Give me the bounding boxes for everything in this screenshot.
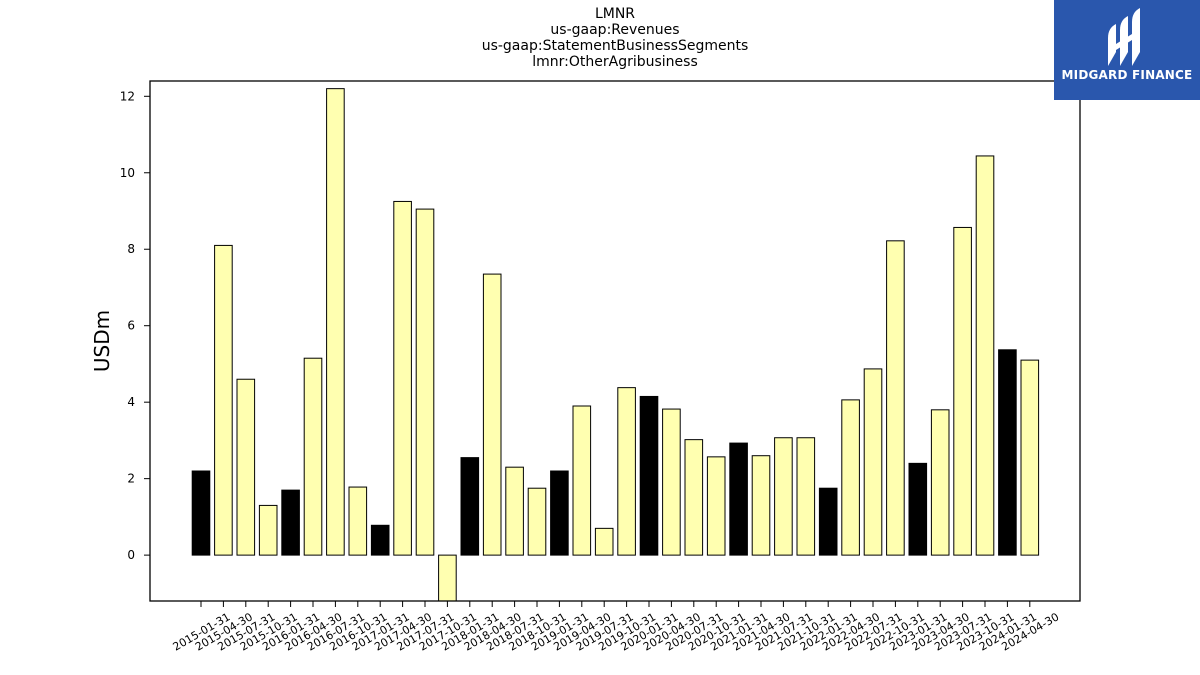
y-tick-label-6: 6 [127, 319, 135, 333]
midgard-logo-icon [1108, 8, 1140, 66]
bar-2021-01-31 [729, 442, 748, 556]
midgard-finance-logo: MIDGARD FINANCE [1054, 0, 1200, 100]
bar-2022-01-31 [818, 487, 838, 556]
chart-title: LMNR us-gaap:Revenues us-gaap:StatementB… [0, 6, 1200, 70]
bar-2015-10-31 [258, 504, 278, 556]
bar-2019-04-30 [572, 405, 592, 556]
bar-2019-10-31 [617, 387, 636, 556]
title-line-axis: us-gaap:StatementBusinessSegments [481, 38, 749, 54]
bar-2019-01-31 [550, 470, 569, 556]
bar-2017-01-31 [370, 524, 390, 556]
bar-2020-01-31 [639, 395, 659, 556]
bar-2015-04-30 [214, 244, 233, 556]
bar-2017-04-30 [393, 200, 412, 556]
bar-2016-10-31 [348, 486, 368, 556]
bar-2018-10-31 [527, 487, 547, 556]
plot-area: 024681012USDm2015-01-312015-04-302015-07… [90, 80, 1081, 654]
bar-2023-07-31 [953, 226, 972, 556]
y-tick-label-4: 4 [127, 395, 135, 409]
title-line-concept: us-gaap:Revenues [550, 22, 680, 38]
title-line-ticker: LMNR [594, 6, 636, 22]
bar-2019-07-31 [594, 527, 614, 556]
bar-2023-10-31 [975, 155, 995, 556]
bar-2020-07-31 [684, 439, 704, 556]
y-tick-label-2: 2 [127, 472, 135, 486]
bar-2022-04-30 [841, 399, 860, 556]
y-tick-label-8: 8 [127, 242, 135, 256]
bar-2023-01-31 [908, 462, 928, 556]
bar-2020-10-31 [706, 456, 726, 556]
y-tick-label-0: 0 [127, 548, 135, 562]
bar-2024-01-31 [998, 349, 1017, 556]
bar-2021-04-30 [751, 455, 771, 556]
title-line-member: lmnr:OtherAgribusiness [532, 54, 698, 70]
bar-2024-04-30 [1020, 359, 1040, 556]
y-tick-label-12: 12 [120, 89, 135, 103]
bar-2015-07-31 [236, 378, 256, 556]
bar-2020-04-30 [662, 408, 681, 556]
bar-2023-04-30 [930, 409, 950, 556]
bar-2016-07-31 [326, 88, 345, 556]
bar-2017-07-31 [415, 208, 435, 556]
bar-2017-10-31 [438, 554, 457, 602]
bar-2022-10-31 [886, 240, 905, 556]
bar-2018-07-31 [505, 466, 524, 556]
bar-2018-04-30 [482, 273, 502, 556]
plot-frame [149, 80, 1081, 602]
bar-2016-01-31 [281, 489, 300, 556]
logo-text: MIDGARD FINANCE [1061, 68, 1193, 82]
y-axis-label: USDm [90, 310, 114, 372]
bar-2022-07-31 [863, 368, 883, 556]
bar-2021-07-31 [774, 437, 793, 556]
bar-2016-04-30 [303, 357, 323, 556]
bar-2021-10-31 [796, 437, 816, 556]
bar-2015-01-31 [191, 470, 211, 556]
bar-2018-01-31 [460, 457, 480, 556]
y-tick-label-10: 10 [120, 166, 135, 180]
